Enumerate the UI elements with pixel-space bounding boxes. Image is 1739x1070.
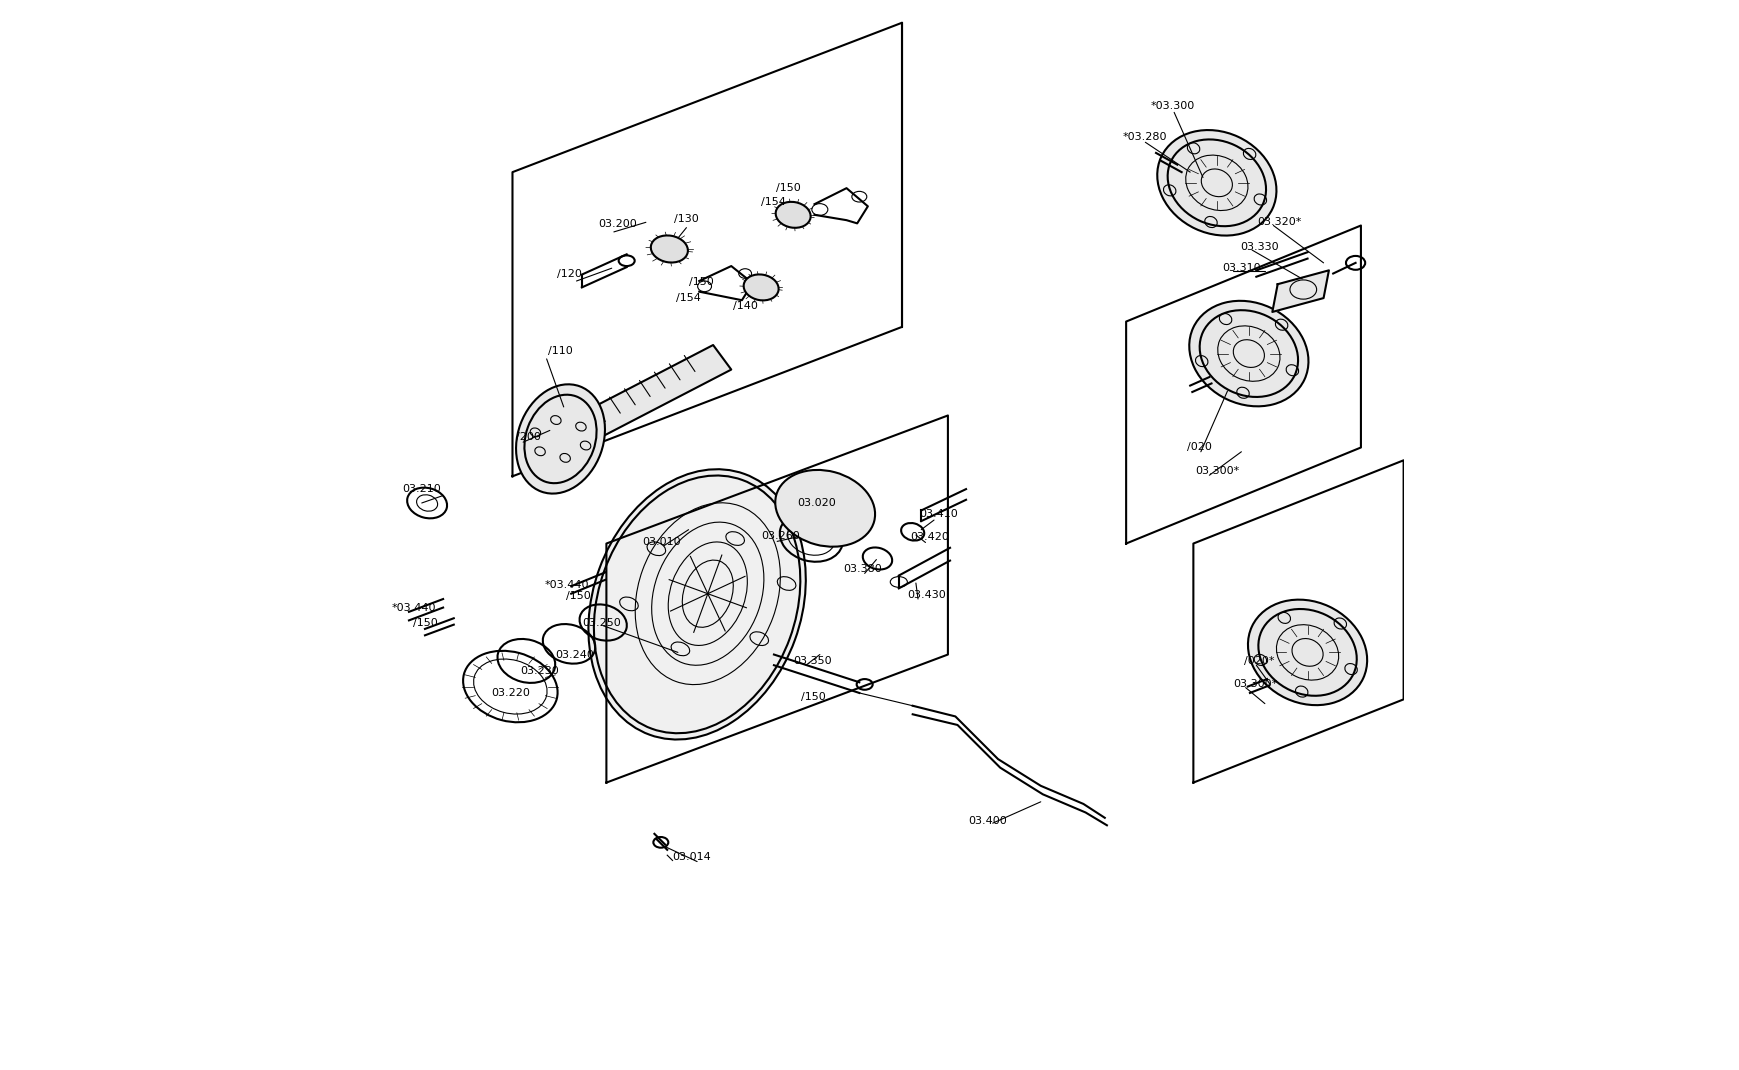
- Text: *03.440: *03.440: [391, 602, 436, 612]
- Ellipse shape: [1156, 131, 1276, 235]
- Text: /154: /154: [760, 197, 786, 207]
- Text: *03.280: *03.280: [1122, 132, 1167, 142]
- Ellipse shape: [516, 384, 605, 493]
- Text: 03.020: 03.020: [796, 498, 836, 508]
- Text: 03.300*: 03.300*: [1233, 679, 1276, 689]
- Text: 03.310: 03.310: [1221, 263, 1261, 273]
- Text: 03.260: 03.260: [760, 531, 800, 541]
- Text: 03.220: 03.220: [490, 688, 530, 698]
- Text: 03.240: 03.240: [555, 649, 593, 659]
- Polygon shape: [543, 345, 730, 458]
- Text: /110: /110: [548, 347, 572, 356]
- Text: *03.440: *03.440: [544, 580, 590, 591]
- Ellipse shape: [1247, 599, 1367, 705]
- Text: 03.410: 03.410: [918, 508, 956, 519]
- Ellipse shape: [588, 470, 805, 739]
- Ellipse shape: [650, 235, 687, 262]
- Text: /200: /200: [515, 432, 541, 442]
- Ellipse shape: [776, 470, 875, 547]
- Text: 03.300*: 03.300*: [1195, 465, 1240, 476]
- Text: /130: /130: [673, 214, 697, 224]
- Text: 03.420: 03.420: [909, 532, 949, 542]
- Text: 03.400: 03.400: [967, 816, 1007, 826]
- Text: 03.320*: 03.320*: [1257, 217, 1301, 227]
- Text: /150: /150: [800, 692, 824, 702]
- Text: 03.014: 03.014: [673, 853, 711, 862]
- Text: 03.210: 03.210: [402, 484, 442, 494]
- Text: /150: /150: [412, 617, 438, 627]
- Text: 03.250: 03.250: [581, 617, 621, 627]
- Text: 03.430: 03.430: [906, 590, 946, 600]
- Text: /150: /150: [776, 183, 800, 194]
- Ellipse shape: [776, 202, 810, 228]
- Text: 03.330: 03.330: [1240, 242, 1278, 251]
- Text: 03.350: 03.350: [793, 656, 831, 666]
- Text: /150: /150: [565, 591, 590, 601]
- Text: /154: /154: [675, 293, 701, 303]
- Text: /140: /140: [732, 301, 758, 310]
- Text: /120: /120: [556, 269, 583, 278]
- Text: 03.200: 03.200: [598, 219, 636, 229]
- Text: 03.380: 03.380: [843, 564, 882, 575]
- Text: /020: /020: [1186, 443, 1210, 453]
- Text: *03.300: *03.300: [1149, 101, 1195, 111]
- Ellipse shape: [743, 274, 777, 301]
- Text: /150: /150: [689, 277, 713, 287]
- Text: 03.010: 03.010: [642, 537, 682, 548]
- Ellipse shape: [1188, 301, 1308, 407]
- Polygon shape: [1271, 271, 1329, 312]
- Text: /020*: /020*: [1243, 656, 1273, 666]
- Text: 03.230: 03.230: [520, 666, 558, 675]
